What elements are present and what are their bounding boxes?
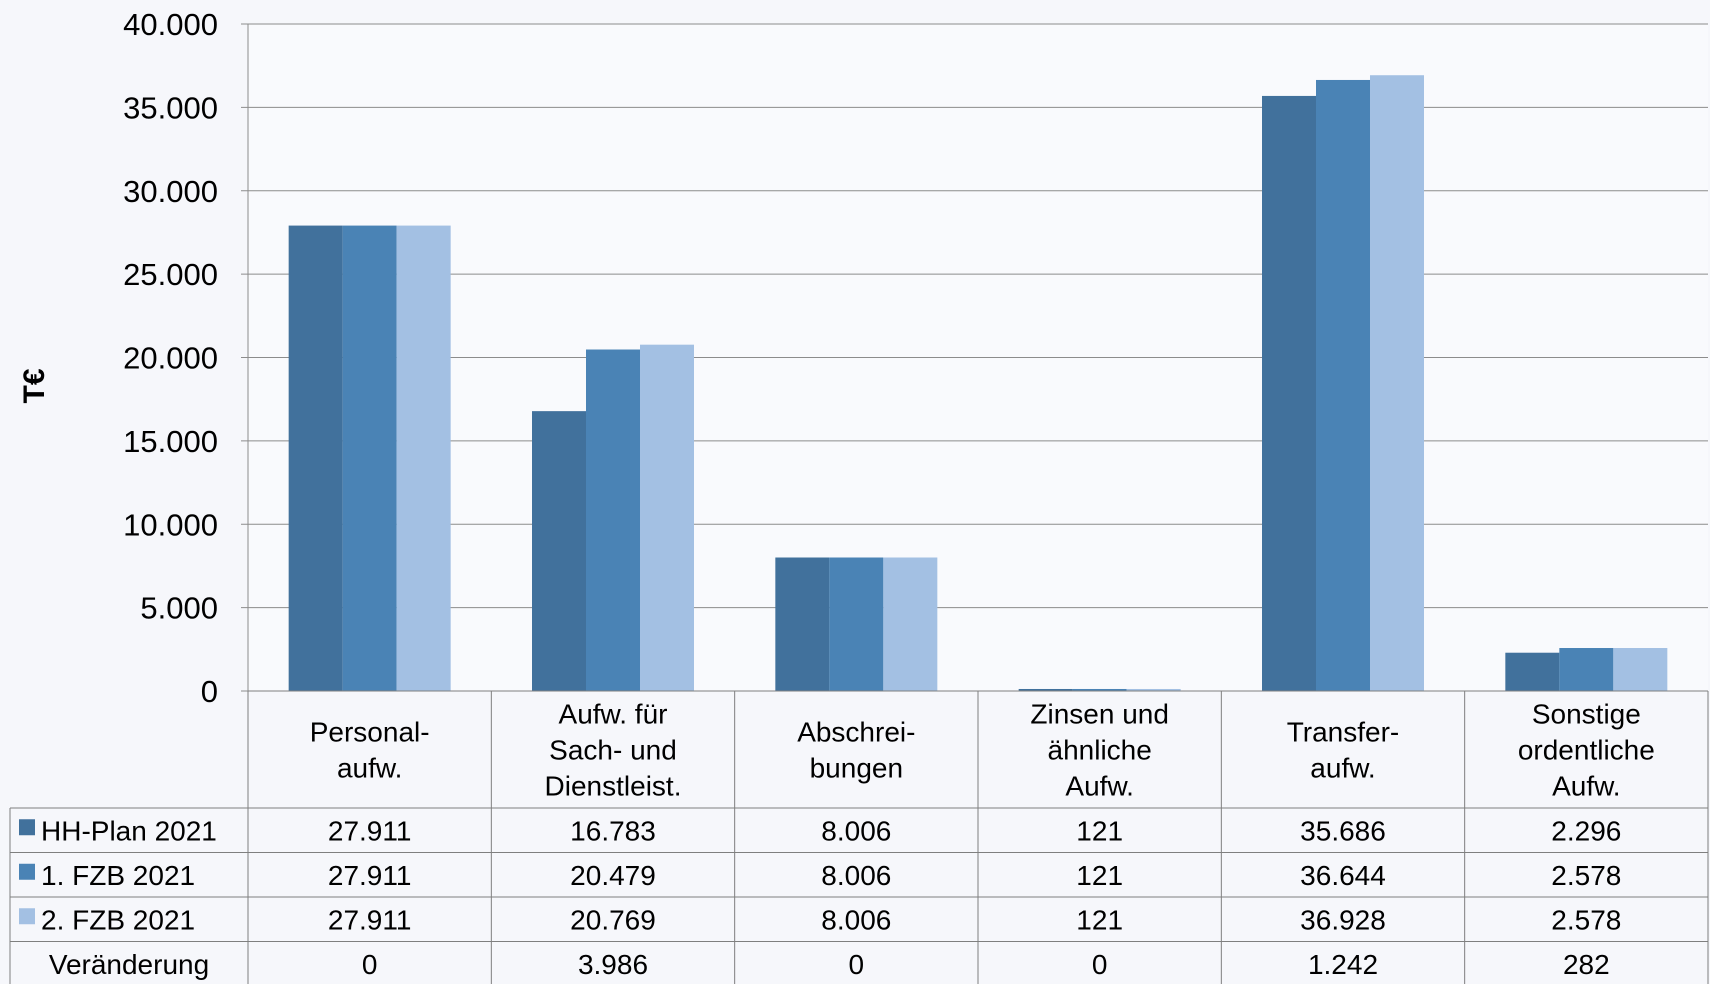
bar-1-3 xyxy=(775,557,830,691)
category-label: Aufw. für xyxy=(559,699,668,730)
category-label: Sonstige xyxy=(1532,699,1641,730)
bar-3-1 xyxy=(396,225,451,691)
category-label: aufw. xyxy=(1310,753,1375,784)
legend-label: 1. FZB 2021 xyxy=(41,860,195,891)
category-label: Zinsen und xyxy=(1030,699,1169,730)
table-cell: 27.911 xyxy=(328,904,412,935)
y-tick-label: 5.000 xyxy=(140,591,218,626)
table-cell: 36.644 xyxy=(1300,860,1386,891)
row-label: Veränderung xyxy=(49,949,209,980)
bar-2-1 xyxy=(342,225,397,691)
legend-key-2 xyxy=(19,863,35,880)
category-label: Aufw. xyxy=(1552,771,1620,802)
y-tick-label: 25.000 xyxy=(123,257,218,292)
category-label: Aufw. xyxy=(1065,771,1133,802)
category-label: ähnliche xyxy=(1048,735,1152,766)
y-tick-label: 40.000 xyxy=(123,7,218,42)
category-label: Dienstleist. xyxy=(545,771,682,802)
bar-3-2 xyxy=(640,344,694,691)
bar-1-5 xyxy=(1262,95,1316,691)
legend-label: HH-Plan 2021 xyxy=(41,815,217,846)
table-cell: 121 xyxy=(1076,860,1123,891)
legend-key-1 xyxy=(19,819,35,836)
table-cell: 16.783 xyxy=(570,815,656,846)
table-cell: 0 xyxy=(362,949,378,980)
y-tick-label: 15.000 xyxy=(123,424,218,459)
category-label: Abschrei- xyxy=(797,717,915,748)
table-cell: 3.986 xyxy=(578,949,648,980)
y-axis-title: T€ xyxy=(18,368,51,403)
y-tick-label: 30.000 xyxy=(123,174,218,209)
y-tick-label: 20.000 xyxy=(123,341,218,376)
bar-1-6 xyxy=(1505,652,1560,691)
table-cell: 282 xyxy=(1563,949,1610,980)
category-label: ordentliche xyxy=(1518,735,1655,766)
bar-3-4 xyxy=(1126,688,1181,691)
table-cell: 121 xyxy=(1076,815,1123,846)
bar-2-6 xyxy=(1559,648,1614,691)
table-cell: 2.578 xyxy=(1551,904,1621,935)
table-cell: 36.928 xyxy=(1300,904,1386,935)
table-cell: 35.686 xyxy=(1300,815,1386,846)
category-label: Personal- xyxy=(310,717,430,748)
table-cell: 8.006 xyxy=(821,904,891,935)
y-tick-label: 0 xyxy=(201,674,218,709)
table-cell: 20.479 xyxy=(570,860,656,891)
bar-1-4 xyxy=(1018,688,1073,691)
bar-2-5 xyxy=(1316,79,1370,691)
category-label: Sach- und xyxy=(549,735,677,766)
legend-label: 2. FZB 2021 xyxy=(41,904,195,935)
category-label: bungen xyxy=(810,753,903,784)
category-label: aufw. xyxy=(337,753,402,784)
bar-2-2 xyxy=(586,349,640,691)
table-cell: 27.911 xyxy=(328,860,412,891)
table-cell: 2.296 xyxy=(1551,815,1621,846)
bar-2-3 xyxy=(829,557,884,691)
y-tick-label: 35.000 xyxy=(123,90,218,125)
bar-1-2 xyxy=(532,411,586,691)
table-cell: 2.578 xyxy=(1551,860,1621,891)
table-cell: 20.769 xyxy=(570,904,656,935)
category-label: Transfer- xyxy=(1287,717,1400,748)
bar-3-3 xyxy=(883,557,938,691)
table-cell: 0 xyxy=(1092,949,1108,980)
table-cell: 1.242 xyxy=(1308,949,1378,980)
bar-1-1 xyxy=(288,225,343,691)
legend-key-3 xyxy=(19,908,35,925)
y-tick-label: 10.000 xyxy=(123,507,218,542)
bar-2-4 xyxy=(1072,688,1127,691)
table-cell: 0 xyxy=(849,949,865,980)
table-cell: 8.006 xyxy=(821,815,891,846)
table-cell: 27.911 xyxy=(328,815,412,846)
table-cell: 121 xyxy=(1076,904,1123,935)
table-cell: 8.006 xyxy=(821,860,891,891)
bar-3-5 xyxy=(1370,75,1424,692)
bar-3-6 xyxy=(1613,648,1668,691)
